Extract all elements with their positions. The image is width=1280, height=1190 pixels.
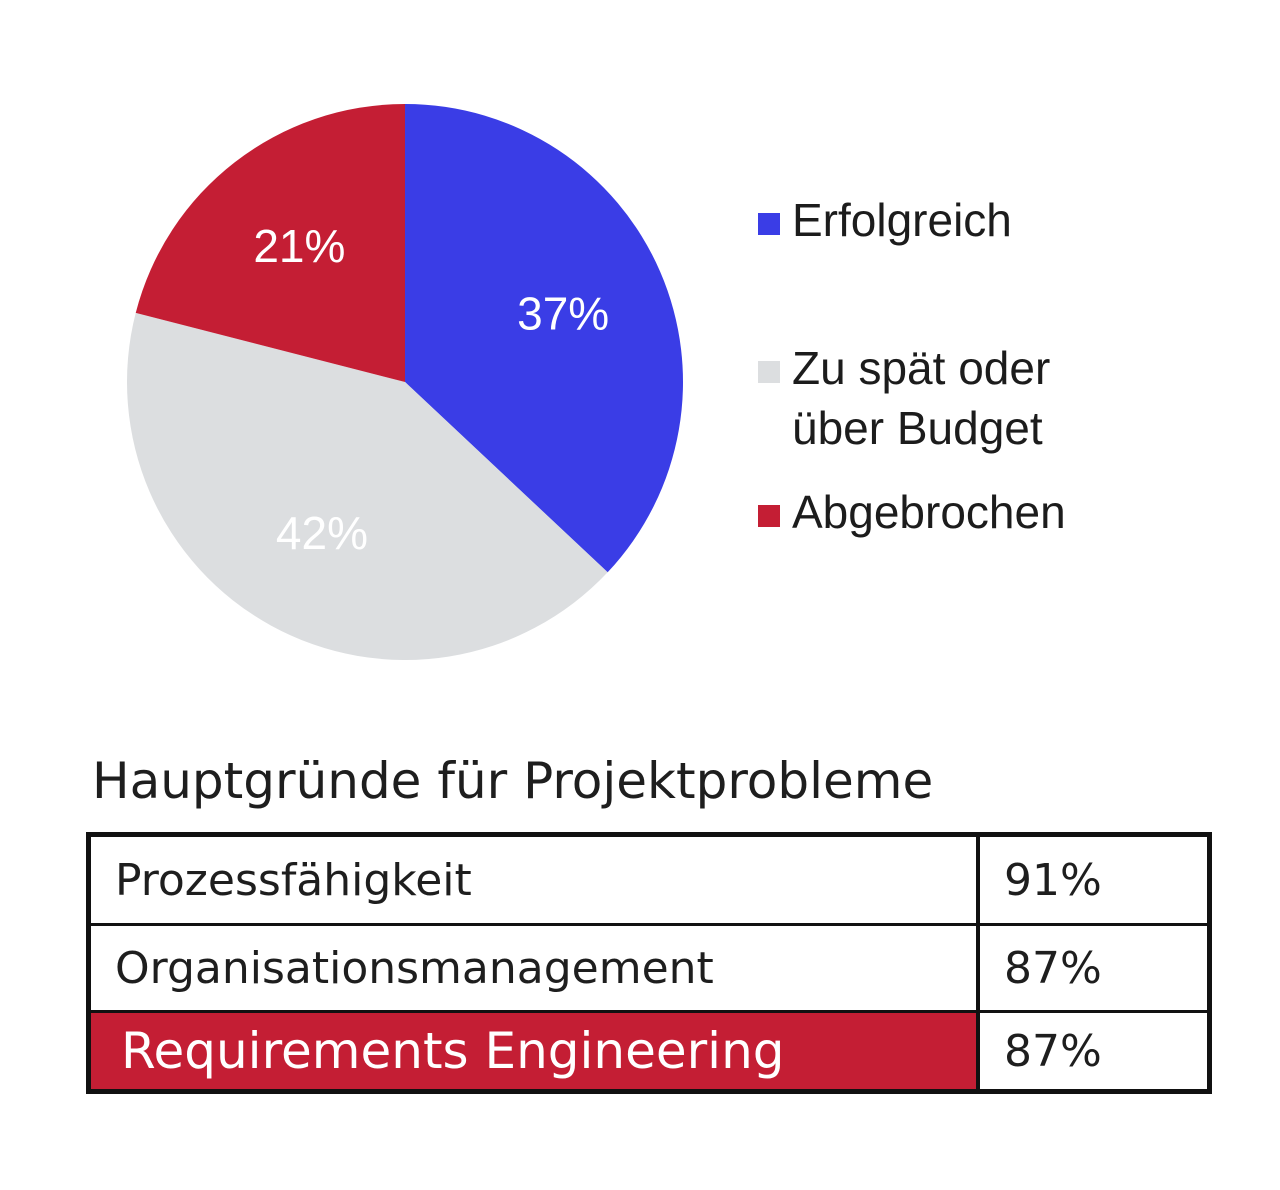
row-value-requirements-engineering: 87% — [980, 1013, 1207, 1089]
row-divider — [91, 923, 1207, 926]
legend-label-erfolgreich: Erfolgreich — [792, 194, 1012, 246]
reasons-table: Prozessfähigkeit 91% Organisationsmanage… — [86, 832, 1212, 1094]
row-divider — [91, 1010, 1207, 1013]
legend-swatch-erfolgreich — [758, 213, 780, 235]
table-title: Hauptgründe für Projektprobleme — [92, 752, 934, 810]
row-value-prozessfaehigkeit: 91% — [980, 837, 1207, 923]
legend-item-erfolgreich: Erfolgreich — [758, 190, 1132, 250]
pie-chart: 37% 42% 21% — [126, 104, 684, 660]
table-row-prozessfaehigkeit: Prozessfähigkeit 91% — [91, 837, 1207, 923]
pie-slice-label-2: 21% — [253, 220, 345, 272]
legend-item-abgebrochen: Abgebrochen — [758, 482, 1132, 542]
legend-swatch-zu-spaet — [758, 361, 780, 383]
legend-swatch-abgebrochen — [758, 505, 780, 527]
pie-slice-label-1: 42% — [276, 507, 368, 559]
pie-slice-0 — [405, 104, 684, 573]
legend-item-zu-spaet: Zu spät oder über Budget — [758, 338, 1132, 458]
table-row-organisationsmanagement: Organisationsmanagement 87% — [91, 926, 1207, 1010]
pie-slice-labels: 37% 42% 21% — [253, 220, 609, 559]
pie-slice-2 — [135, 104, 405, 382]
pie-slice-label-0: 37% — [517, 288, 609, 340]
legend-label-zu-spaet: Zu spät oder über Budget — [792, 342, 1051, 454]
legend-label-abgebrochen: Abgebrochen — [792, 486, 1066, 538]
row-label-prozessfaehigkeit: Prozessfähigkeit — [91, 837, 980, 923]
pie-slices — [126, 104, 684, 660]
table-row-requirements-engineering: Requirements Engineering 87% — [91, 1013, 1207, 1089]
pie-slice-1 — [126, 312, 608, 660]
row-label-requirements-engineering: Requirements Engineering — [91, 1013, 980, 1089]
row-value-organisationsmanagement: 87% — [980, 926, 1207, 1010]
row-label-organisationsmanagement: Organisationsmanagement — [91, 926, 980, 1010]
